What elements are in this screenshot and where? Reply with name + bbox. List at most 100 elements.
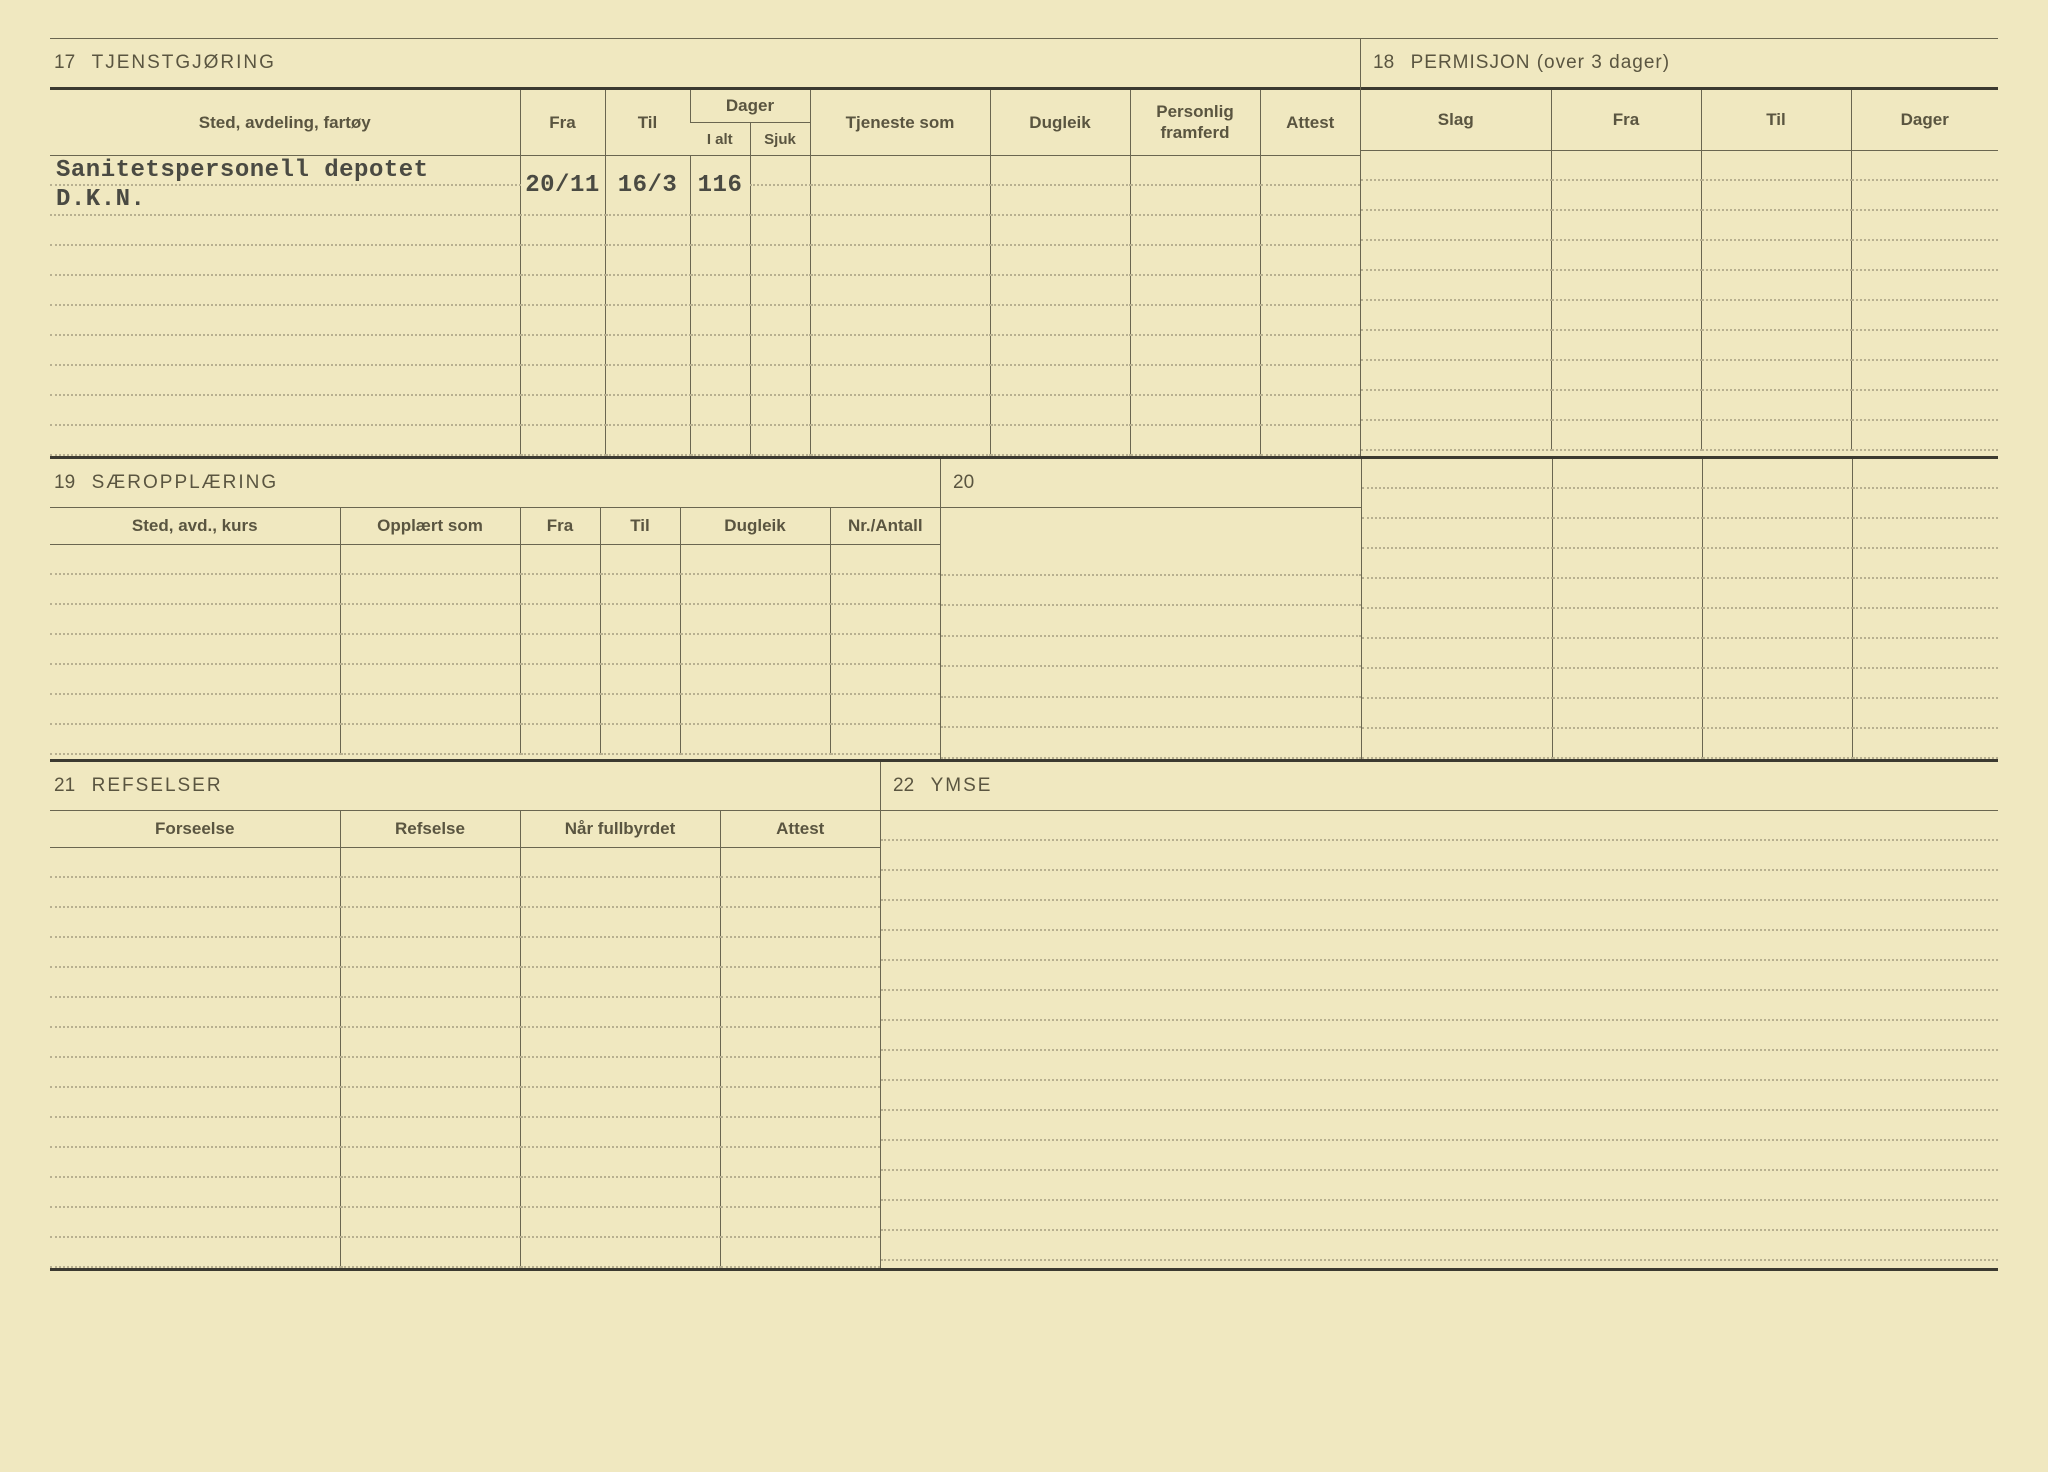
sec19-num: 19 bbox=[54, 472, 75, 493]
sec21-title: REFSELSER bbox=[92, 775, 223, 796]
bottom-rule bbox=[50, 1268, 1998, 1271]
blank-row bbox=[50, 275, 1360, 305]
section-20: 20 bbox=[940, 459, 1361, 759]
blank-row bbox=[1361, 151, 1998, 180]
blank-row bbox=[1362, 638, 1998, 668]
section-18: 18 PERMISJON (over 3 dager) Slag Fra Til… bbox=[1360, 39, 1998, 456]
blank-row bbox=[50, 604, 940, 634]
table-17: 17 TJENSTGJØRING Sted, avdeling, fartøy … bbox=[50, 39, 1360, 456]
sec21-num: 21 bbox=[54, 775, 75, 796]
section-21: 21 REFSELSER Forseelse Refselse Når full… bbox=[50, 762, 880, 1268]
table-19: 19 SÆROPPLÆRING Sted, avd., kurs Opplært… bbox=[50, 459, 940, 755]
entry-til: 16/3 bbox=[618, 172, 678, 199]
h19-dug: Dugleik bbox=[680, 508, 830, 545]
blank-row bbox=[1361, 360, 1998, 390]
h19-sted: Sted, avd., kurs bbox=[50, 508, 340, 545]
blank-row bbox=[50, 1147, 880, 1177]
h-personlig: Personlig framferd bbox=[1130, 90, 1260, 156]
blank-row bbox=[50, 335, 1360, 365]
sec17-title: TJENSTGJØRING bbox=[92, 52, 276, 73]
entry-ialt: 116 bbox=[698, 172, 743, 199]
h-til: Til bbox=[605, 90, 690, 156]
h19-fra: Fra bbox=[520, 508, 600, 545]
h21-ref: Refselse bbox=[340, 811, 520, 848]
blank-row bbox=[1361, 420, 1998, 450]
h21-nar: Når fullbyrdet bbox=[520, 811, 720, 848]
blank-row bbox=[1362, 518, 1998, 548]
blank-row bbox=[941, 545, 1361, 574]
sec19-title: SÆROPPLÆRING bbox=[92, 472, 279, 493]
blank-row bbox=[50, 574, 940, 604]
blank-row bbox=[50, 848, 880, 877]
blank-row bbox=[881, 1140, 1998, 1170]
blank-row bbox=[1361, 240, 1998, 270]
blank-row bbox=[50, 1027, 880, 1057]
blank-row bbox=[50, 694, 940, 724]
blank-row bbox=[881, 1170, 1998, 1200]
section-18-ext bbox=[1361, 459, 1998, 759]
blank-row bbox=[50, 1207, 880, 1237]
h19-nr: Nr./Antall bbox=[830, 508, 940, 545]
h18-fra: Fra bbox=[1551, 90, 1701, 151]
sec20-num: 20 bbox=[953, 472, 974, 493]
blank-row bbox=[1361, 270, 1998, 300]
h21-att: Attest bbox=[720, 811, 880, 848]
entry-sted-2: D.K.N. bbox=[56, 186, 145, 213]
h18-til: Til bbox=[1701, 90, 1851, 151]
record-card: 17 TJENSTGJØRING Sted, avdeling, fartøy … bbox=[0, 0, 2048, 1472]
h-sted: Sted, avdeling, fartøy bbox=[50, 90, 520, 156]
blank-row bbox=[50, 997, 880, 1027]
h21-for: Forseelse bbox=[50, 811, 340, 848]
blank-row bbox=[50, 1177, 880, 1207]
blank-row bbox=[941, 605, 1361, 636]
blank-row bbox=[1361, 390, 1998, 420]
blank-row bbox=[881, 870, 1998, 900]
blank-row bbox=[50, 365, 1360, 395]
row-21-22: 21 REFSELSER Forseelse Refselse Når full… bbox=[50, 762, 1998, 1268]
h18-dager: Dager bbox=[1851, 90, 1998, 151]
blank-row bbox=[1362, 698, 1998, 728]
blank-row bbox=[881, 990, 1998, 1020]
blank-row bbox=[50, 245, 1360, 275]
blank-row bbox=[941, 575, 1361, 606]
blank-row bbox=[941, 697, 1361, 728]
blank-row bbox=[1361, 330, 1998, 360]
blank-row bbox=[50, 1237, 880, 1267]
blank-row bbox=[881, 930, 1998, 960]
table-18: 18 PERMISJON (over 3 dager) Slag Fra Til… bbox=[1361, 39, 1998, 451]
blank-row bbox=[881, 1110, 1998, 1140]
blank-row bbox=[881, 1230, 1998, 1260]
blank-row bbox=[50, 937, 880, 967]
section-19: 19 SÆROPPLÆRING Sted, avd., kurs Opplært… bbox=[50, 459, 940, 759]
h19-til: Til bbox=[600, 508, 680, 545]
h-ialt: I alt bbox=[690, 123, 750, 156]
blank-row bbox=[941, 727, 1361, 758]
blank-row bbox=[50, 907, 880, 937]
blank-row bbox=[1362, 459, 1998, 488]
row-19-20: 19 SÆROPPLÆRING Sted, avd., kurs Opplært… bbox=[50, 459, 1998, 759]
blank-row bbox=[1362, 488, 1998, 518]
table-22: 22 YMSE bbox=[881, 762, 1998, 1261]
blank-row bbox=[50, 877, 880, 907]
blank-row bbox=[941, 666, 1361, 697]
sec22-title: YMSE bbox=[931, 775, 993, 796]
blank-row bbox=[881, 840, 1998, 870]
blank-row bbox=[50, 395, 1360, 425]
h19-opp: Opplært som bbox=[340, 508, 520, 545]
blank-row bbox=[1361, 180, 1998, 210]
h-sjuk: Sjuk bbox=[750, 123, 810, 156]
h-dager: Dager bbox=[690, 90, 810, 123]
blank-row bbox=[881, 811, 1998, 840]
h-attest: Attest bbox=[1260, 90, 1360, 156]
blank-row bbox=[881, 1080, 1998, 1110]
blank-row bbox=[1362, 728, 1998, 758]
h-tjeneste: Tjeneste som bbox=[810, 90, 990, 156]
entry-sted-1: Sanitetspersonell depotet bbox=[56, 157, 429, 184]
blank-row bbox=[50, 1087, 880, 1117]
blank-row bbox=[1361, 210, 1998, 240]
sec17-num: 17 bbox=[54, 52, 75, 73]
blank-row bbox=[50, 967, 880, 997]
sec18-title: PERMISJON (over 3 dager) bbox=[1411, 52, 1670, 73]
blank-row bbox=[941, 636, 1361, 667]
blank-row bbox=[50, 634, 940, 664]
